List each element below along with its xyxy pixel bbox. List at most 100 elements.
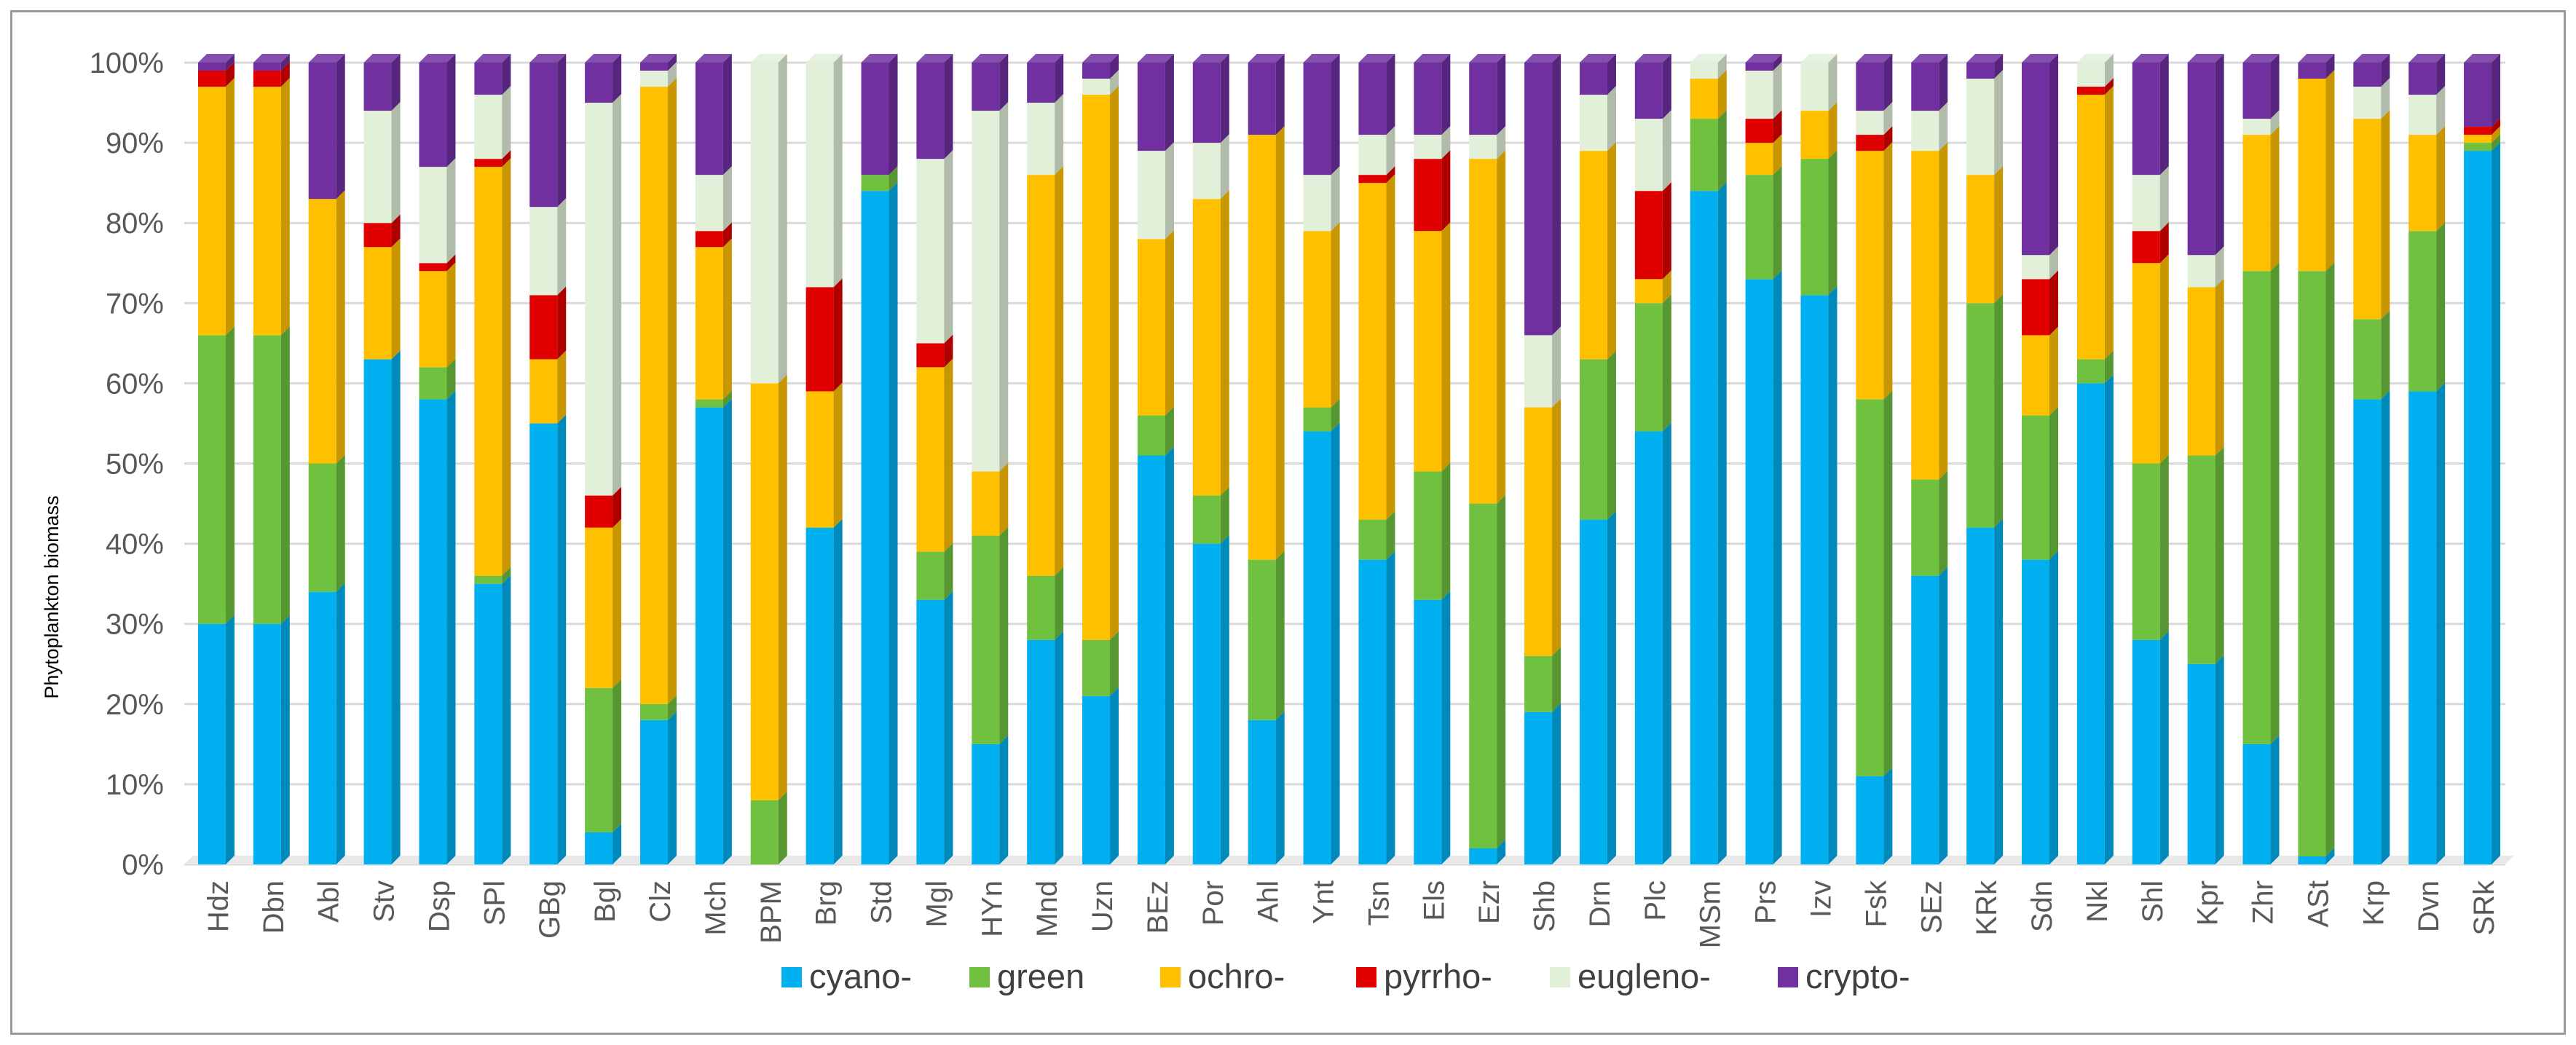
x-tick-label: Kpr (2192, 880, 2224, 926)
bar-segment (1966, 79, 1995, 176)
bar-segment-side (446, 358, 456, 400)
bar-segment-side (2215, 278, 2224, 456)
bars (197, 54, 2501, 865)
legend-label: eugleno- (1577, 957, 1711, 995)
x-axis: Hdz Dbn Abl Stv Dsp SPl GBg Bgl Clz Mch BPM Brg Std M… (202, 880, 2500, 948)
bar-segment (2298, 79, 2326, 272)
bar-segment (1358, 559, 1387, 864)
bar-segment-side (1773, 62, 1782, 119)
bar-segment (916, 551, 945, 600)
bar-segment (1579, 63, 1607, 95)
bar-segment (1634, 63, 1663, 119)
bar-segment-side (722, 390, 732, 408)
bar-stack-Krp (2353, 54, 2390, 864)
bar-segment (1634, 431, 1663, 864)
bar-segment-side (2104, 86, 2114, 360)
bar-segment-side (1552, 326, 1561, 408)
bar-segment-side (2325, 262, 2335, 856)
bar-top (916, 54, 953, 63)
x-tick-label: Dsp (423, 880, 455, 932)
bar-segment-side (1055, 631, 1064, 864)
x-tick-label: Krp (2358, 880, 2390, 926)
x-tick-label: Els (1418, 880, 1450, 921)
bar-segment-side (2104, 78, 2114, 95)
bar-segment (2022, 335, 2050, 416)
bar-segment-side (2325, 54, 2335, 79)
x-tick-label: Izv (1805, 880, 1837, 918)
bar-segment-side (999, 735, 1009, 864)
bar-segment-side (778, 374, 787, 800)
bar-segment (1911, 111, 1939, 151)
bar-segment-side (1607, 350, 1616, 520)
bar-segment (639, 719, 668, 864)
bar-segment-side (2159, 166, 2169, 232)
bar-segment (2464, 135, 2492, 143)
y-axis: 0% 10% 20% 30% 40% 50% 60% 70% 80% 90% 100% (90, 47, 164, 881)
bar-top (1303, 54, 1340, 63)
bar-segment (2353, 87, 2382, 119)
bar-segment (1800, 159, 1829, 296)
bar-segment (1303, 175, 1331, 232)
y-tick-label: 60% (106, 368, 164, 400)
bar-stack-HYn (972, 54, 1009, 864)
bar-segment (695, 399, 723, 408)
bar-stack-ASt (2298, 54, 2335, 864)
x-tick-label: Ahl (1253, 880, 1285, 923)
bar-segment-side (1220, 486, 1229, 544)
bar-segment-side (336, 454, 345, 592)
bar-segment-side (2215, 54, 2224, 256)
bar-segment (585, 103, 613, 496)
bar-segment (1469, 135, 1497, 159)
bar-segment (363, 247, 392, 360)
bar-segment-side (667, 78, 677, 704)
bar-segment-side (778, 54, 787, 384)
bar-segment-side (1331, 222, 1340, 408)
legend-label: pyrrho- (1384, 957, 1492, 995)
legend-item-crypto: crypto- (1778, 957, 1910, 995)
bar-segment-side (280, 326, 290, 624)
bar-segment-side (1828, 150, 1838, 296)
bar-segment (1745, 63, 1773, 71)
bar-segment-side (999, 54, 1009, 111)
bar-segment-side (613, 823, 622, 864)
bar-stack-Dvn (2408, 54, 2446, 864)
bar-segment (2132, 263, 2160, 464)
bar-stack-SRk (2464, 54, 2501, 865)
bar-segment-side (833, 382, 843, 528)
bar-segment (529, 423, 558, 864)
bar-segment-side (1607, 86, 1616, 151)
bar-segment (363, 63, 392, 111)
bar-top (1248, 54, 1285, 63)
legend-item-eugleno: eugleno- (1550, 957, 1711, 995)
bar-segment (1634, 191, 1663, 280)
bar-segment-side (1773, 110, 1782, 143)
bar-segment-side (1055, 166, 1064, 576)
bar-segment (474, 583, 503, 864)
x-tick-label: Ynt (1308, 880, 1340, 924)
bar-segment (1469, 848, 1497, 864)
bar-top (308, 54, 345, 63)
bar-stack-Uzn (1082, 54, 1119, 864)
bar-segment (474, 159, 503, 167)
x-tick-label: Shl (2137, 880, 2169, 923)
bar-segment-side (1497, 839, 1506, 864)
bar-segment (695, 407, 723, 864)
bar-segment (529, 207, 558, 296)
bar-segment (2076, 87, 2105, 95)
bar-segment-side (889, 54, 898, 176)
bar-segment-side (502, 158, 511, 576)
bar-segment (1634, 303, 1663, 432)
bar-segment-side (1497, 150, 1506, 504)
bar-top (1358, 54, 1395, 63)
bar-segment-side (1275, 126, 1285, 560)
bar-segment (1192, 63, 1221, 143)
bar-segment (1082, 695, 1111, 864)
bar-segment-side (1939, 142, 1948, 480)
bar-segment-side (2159, 454, 2169, 640)
x-tick-label: Uzn (1087, 880, 1119, 932)
bar-segment-side (1110, 687, 1119, 864)
bar-segment (2076, 383, 2105, 864)
bar-segment (1027, 175, 1055, 576)
bar-segment (363, 111, 392, 224)
x-tick-label: Fsk (1860, 880, 1892, 927)
